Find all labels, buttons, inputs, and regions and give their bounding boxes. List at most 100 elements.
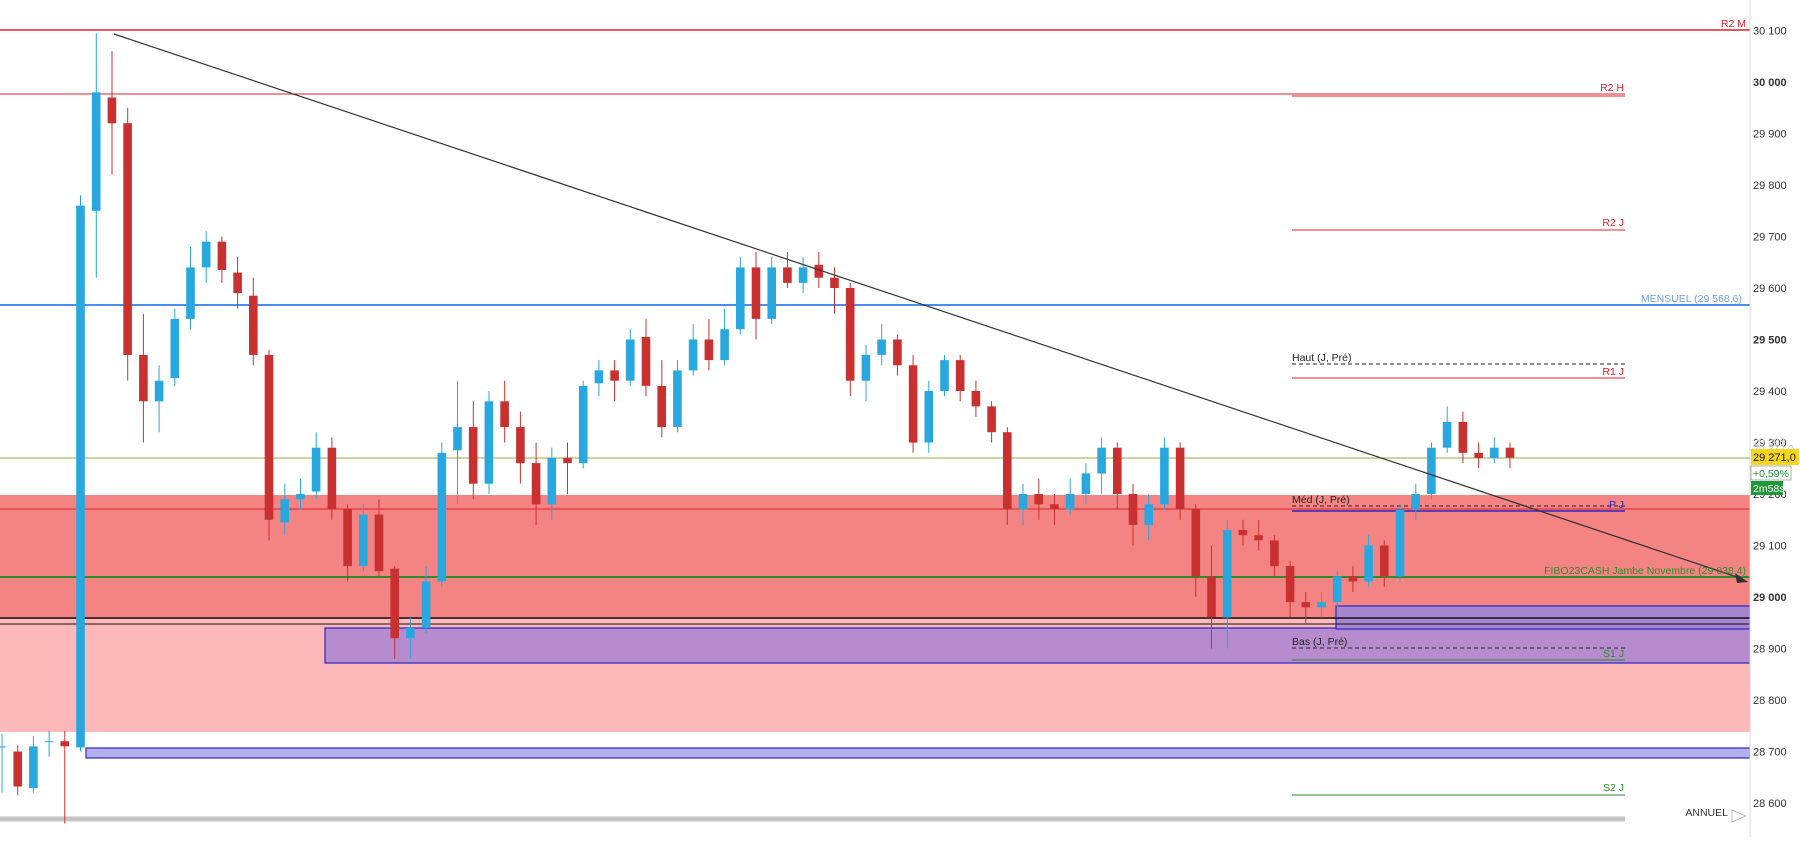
axis-tick-label: 29 300 xyxy=(1753,438,1787,450)
candle-body xyxy=(359,514,368,567)
candle-body xyxy=(1081,473,1091,494)
candle-body xyxy=(139,354,148,402)
candles-layer xyxy=(0,33,1515,824)
axis-tick-label: 29 500 xyxy=(1753,335,1787,347)
candle-body xyxy=(311,447,321,492)
candle-body xyxy=(154,380,164,402)
candle-body xyxy=(751,267,761,319)
candle-body xyxy=(1018,494,1028,510)
candle-body xyxy=(437,452,447,582)
candle-body xyxy=(1442,421,1452,448)
candle-body xyxy=(217,241,227,270)
label-pj: P J xyxy=(1609,499,1624,511)
candle-body xyxy=(783,267,792,283)
ghost-label-2: 29 298 xyxy=(1753,436,1785,448)
label-r2-m: R2 M xyxy=(1721,18,1746,30)
candle-body xyxy=(1050,504,1059,510)
annual-zone-band xyxy=(85,747,1751,759)
candle-body xyxy=(484,401,494,484)
label-r1-j: R1 J xyxy=(1602,366,1624,378)
candle-body xyxy=(13,751,22,787)
candle-body xyxy=(1207,576,1216,618)
candle-body xyxy=(531,463,541,505)
candle-body xyxy=(1222,530,1232,618)
candle-body xyxy=(44,741,54,743)
candle-body xyxy=(76,205,85,748)
candle-body xyxy=(1191,509,1201,577)
candle-body xyxy=(468,427,478,484)
candle-body xyxy=(201,241,211,268)
label-r2-j: R2 J xyxy=(1602,217,1624,229)
candle-body xyxy=(1270,540,1279,567)
candle-body xyxy=(280,499,289,523)
price-badge-bg xyxy=(1751,449,1799,465)
candle-body xyxy=(641,336,651,386)
candle-body xyxy=(1097,447,1106,474)
candle-body xyxy=(1160,447,1169,505)
candle-body xyxy=(249,295,258,355)
candle-body xyxy=(1254,535,1263,541)
axis-tick-label: 30 100 xyxy=(1753,26,1787,38)
candle-body xyxy=(186,267,195,319)
candle-body xyxy=(908,365,918,443)
label-s2-j: S2 J xyxy=(1603,782,1624,794)
price-axis[interactable]: 30 100 30 000 29 900 29 800 29 700 29 600 29 5… xyxy=(1749,0,1800,837)
axis-ticks: 30 100 30 000 29 900 29 800 29 700 29 600 29 5… xyxy=(1753,26,1787,811)
candle-body xyxy=(1065,494,1075,510)
candle-body xyxy=(924,391,934,443)
candle-body xyxy=(578,385,588,464)
label-s1-j: S1 J xyxy=(1603,648,1624,660)
label-r2-h: R2 H xyxy=(1600,82,1624,94)
candle-body xyxy=(0,746,7,748)
axis-tick-label: 29 000 xyxy=(1753,592,1787,604)
candle-body xyxy=(1505,447,1515,458)
candle-body xyxy=(1238,530,1248,536)
candle-body xyxy=(861,354,871,381)
axis-tick-label: 29 800 xyxy=(1753,180,1787,192)
candle-body xyxy=(657,385,666,428)
axis-tick-label: 29 100 xyxy=(1753,541,1787,553)
candle-body xyxy=(1490,447,1499,458)
candle-body xyxy=(1332,576,1342,603)
candle-body xyxy=(563,457,572,464)
label-bas: Bas (J, Pré) xyxy=(1292,636,1347,648)
axis-tick-label: 29 400 xyxy=(1753,386,1787,398)
candle-body xyxy=(720,329,729,361)
candle-body xyxy=(421,581,431,628)
candle-body xyxy=(343,509,352,567)
candle-body xyxy=(987,406,996,433)
axis-tick-label: 28 900 xyxy=(1753,644,1787,656)
candle-body xyxy=(940,360,949,391)
candle-body xyxy=(830,277,839,288)
candle-body xyxy=(374,514,384,572)
candle-body xyxy=(233,272,242,294)
candle-body xyxy=(1317,602,1326,608)
candle-body xyxy=(1427,447,1436,494)
supply-zone-dark xyxy=(0,495,1750,619)
candle-body xyxy=(1113,447,1122,494)
candle-body xyxy=(296,494,305,500)
timer-badge: 2m58s xyxy=(1753,483,1785,495)
price-axis-background xyxy=(1750,0,1800,837)
candle-body xyxy=(955,360,965,391)
candle-body xyxy=(1458,421,1468,453)
price-badge: 29 271,0 xyxy=(1753,452,1796,464)
candle-body xyxy=(673,370,682,427)
trendline[interactable] xyxy=(113,33,1741,579)
candle-body xyxy=(1175,447,1185,510)
candle-body xyxy=(406,627,415,639)
candle-body xyxy=(123,123,132,355)
candle-body xyxy=(1003,432,1012,510)
axis-tick-label: 29 700 xyxy=(1753,232,1787,244)
candle-body xyxy=(971,391,981,407)
candle-body xyxy=(1474,452,1483,458)
candle-body xyxy=(736,267,745,330)
candle-body xyxy=(1348,576,1358,582)
axis-tick-label: 29 600 xyxy=(1753,283,1787,295)
level-labels: R2 M R2 H R2 J MENSUEL (29 568,6) Haut (… xyxy=(1292,18,1748,823)
label-mensuel: MENSUEL (29 568,6) xyxy=(1641,293,1742,305)
label-haut: Haut (J, Pré) xyxy=(1292,352,1352,364)
annuel-arrow-icon xyxy=(1731,809,1748,823)
